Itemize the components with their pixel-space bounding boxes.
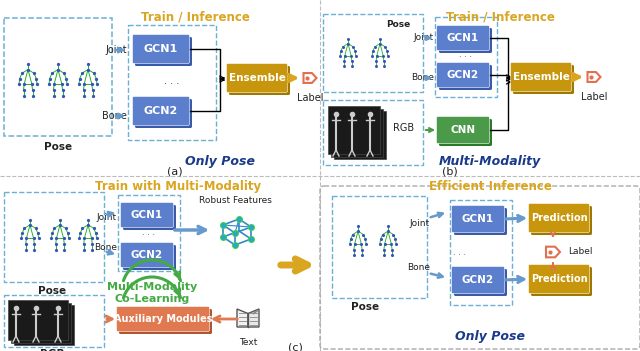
FancyBboxPatch shape <box>439 28 492 53</box>
Text: Prediction: Prediction <box>531 274 588 284</box>
Bar <box>4 192 104 282</box>
FancyBboxPatch shape <box>436 26 490 51</box>
Bar <box>332 196 427 298</box>
Text: Joint: Joint <box>414 33 434 42</box>
FancyBboxPatch shape <box>529 204 589 232</box>
Text: Label: Label <box>568 247 593 257</box>
Bar <box>128 25 216 140</box>
FancyBboxPatch shape <box>454 269 507 296</box>
Text: CNN: CNN <box>451 125 476 135</box>
FancyBboxPatch shape <box>132 97 189 126</box>
Text: Bone: Bone <box>94 244 117 252</box>
Bar <box>4 295 104 347</box>
Bar <box>323 14 423 92</box>
Text: (a): (a) <box>167 166 183 176</box>
Text: Train / Inference: Train / Inference <box>141 10 250 23</box>
Text: Pose: Pose <box>351 302 379 312</box>
FancyBboxPatch shape <box>120 203 173 227</box>
Text: Train with Multi-Modality: Train with Multi-Modality <box>95 180 261 193</box>
FancyBboxPatch shape <box>513 65 574 94</box>
Text: Joint: Joint <box>106 45 127 55</box>
Text: Bone: Bone <box>411 73 434 82</box>
Text: Only Pose: Only Pose <box>455 330 525 343</box>
Text: Pose: Pose <box>386 20 410 29</box>
Text: Label: Label <box>580 92 607 102</box>
FancyBboxPatch shape <box>123 245 176 270</box>
FancyBboxPatch shape <box>531 206 592 235</box>
Text: Train / Inference: Train / Inference <box>445 10 554 23</box>
Text: · · ·: · · · <box>460 53 472 62</box>
Bar <box>118 195 180 271</box>
Bar <box>4 18 112 136</box>
Text: GCN1: GCN1 <box>447 33 479 43</box>
Text: Pose: Pose <box>38 286 66 296</box>
Bar <box>8 300 68 340</box>
Text: Ensemble: Ensemble <box>513 72 570 82</box>
Text: Only Pose: Only Pose <box>185 155 255 168</box>
Text: Bone: Bone <box>102 111 127 121</box>
Text: GCN2: GCN2 <box>462 275 494 285</box>
FancyBboxPatch shape <box>229 66 290 95</box>
Text: · · ·: · · · <box>453 252 467 260</box>
FancyBboxPatch shape <box>116 306 209 331</box>
Text: GCN2: GCN2 <box>144 106 178 116</box>
Polygon shape <box>237 309 248 327</box>
Text: Multi-Modality
Co-Learning: Multi-Modality Co-Learning <box>107 282 197 304</box>
Bar <box>435 17 497 97</box>
FancyBboxPatch shape <box>439 119 492 146</box>
Bar <box>328 106 380 154</box>
Text: GCN1: GCN1 <box>131 210 163 220</box>
Text: Auxiliary Modules: Auxiliary Modules <box>114 314 212 324</box>
FancyBboxPatch shape <box>436 62 490 87</box>
Bar <box>334 111 386 159</box>
Text: GCN2: GCN2 <box>131 250 163 260</box>
FancyBboxPatch shape <box>451 205 504 232</box>
Text: Prediction: Prediction <box>531 213 588 223</box>
Text: (c): (c) <box>287 342 303 351</box>
FancyBboxPatch shape <box>451 266 504 293</box>
Text: GCN1: GCN1 <box>144 44 178 54</box>
Text: Text: Text <box>239 338 257 347</box>
Text: GCN2: GCN2 <box>447 70 479 80</box>
FancyBboxPatch shape <box>132 34 189 64</box>
Bar <box>450 200 512 305</box>
Bar <box>14 305 74 345</box>
Text: Robust Features: Robust Features <box>198 196 271 205</box>
Bar <box>323 100 423 165</box>
Bar <box>11 303 71 343</box>
Text: Pose: Pose <box>44 142 72 152</box>
Text: Joint: Joint <box>410 219 430 227</box>
Text: Bone: Bone <box>407 264 430 272</box>
FancyBboxPatch shape <box>123 205 176 230</box>
Text: Joint: Joint <box>97 213 117 223</box>
FancyBboxPatch shape <box>119 309 212 334</box>
Polygon shape <box>248 309 259 327</box>
Text: · · ·: · · · <box>164 79 180 89</box>
Bar <box>331 109 383 157</box>
Text: (b): (b) <box>442 166 458 176</box>
FancyBboxPatch shape <box>529 265 589 293</box>
FancyBboxPatch shape <box>135 37 192 66</box>
Text: Ensemble: Ensemble <box>228 73 285 83</box>
FancyBboxPatch shape <box>454 208 507 235</box>
Text: Label: Label <box>297 93 323 103</box>
FancyBboxPatch shape <box>227 64 287 93</box>
Text: RGB: RGB <box>40 349 64 351</box>
Text: · · ·: · · · <box>143 231 156 239</box>
FancyBboxPatch shape <box>531 267 592 296</box>
Text: RGB: RGB <box>393 123 414 133</box>
Text: GCN1: GCN1 <box>462 214 494 224</box>
FancyBboxPatch shape <box>135 99 192 128</box>
FancyBboxPatch shape <box>120 243 173 267</box>
FancyBboxPatch shape <box>436 117 490 144</box>
FancyBboxPatch shape <box>439 65 492 90</box>
Text: Efficient Inference: Efficient Inference <box>429 180 552 193</box>
FancyBboxPatch shape <box>511 62 572 92</box>
Text: Multi-Modality: Multi-Modality <box>439 155 541 168</box>
